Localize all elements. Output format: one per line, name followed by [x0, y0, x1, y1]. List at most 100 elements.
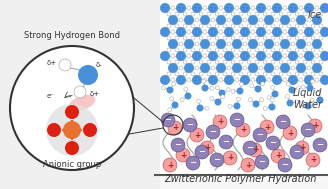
Text: −: − — [294, 147, 300, 156]
Text: +: + — [227, 153, 233, 163]
Circle shape — [235, 6, 239, 10]
Circle shape — [279, 72, 283, 76]
Circle shape — [263, 106, 267, 110]
Circle shape — [183, 12, 187, 16]
Circle shape — [176, 3, 186, 13]
Circle shape — [199, 48, 203, 52]
Circle shape — [267, 30, 271, 34]
Circle shape — [296, 15, 306, 25]
Circle shape — [219, 135, 233, 149]
Circle shape — [223, 48, 227, 52]
Circle shape — [271, 85, 275, 89]
Circle shape — [278, 158, 292, 172]
Circle shape — [299, 54, 303, 58]
Circle shape — [299, 102, 303, 106]
Circle shape — [255, 72, 259, 76]
Circle shape — [303, 48, 307, 52]
Circle shape — [215, 36, 219, 40]
Ellipse shape — [69, 95, 95, 111]
Circle shape — [171, 138, 185, 152]
Circle shape — [235, 78, 239, 82]
Circle shape — [175, 36, 179, 40]
Circle shape — [255, 12, 259, 16]
Circle shape — [83, 123, 97, 137]
Circle shape — [175, 12, 179, 16]
Circle shape — [319, 24, 323, 28]
Circle shape — [311, 60, 315, 64]
Circle shape — [65, 105, 79, 119]
Circle shape — [236, 88, 243, 94]
Circle shape — [279, 60, 283, 64]
Circle shape — [231, 89, 235, 93]
Text: −: − — [214, 156, 220, 164]
Text: −: − — [270, 139, 277, 147]
Circle shape — [272, 91, 278, 98]
Circle shape — [223, 12, 227, 16]
Circle shape — [171, 78, 175, 82]
Circle shape — [271, 12, 275, 16]
Circle shape — [240, 3, 250, 13]
Circle shape — [203, 78, 207, 82]
Circle shape — [256, 51, 266, 61]
Circle shape — [192, 75, 202, 85]
Circle shape — [304, 27, 314, 37]
Circle shape — [307, 66, 311, 70]
Circle shape — [275, 42, 279, 46]
Circle shape — [295, 48, 299, 52]
Circle shape — [307, 18, 311, 22]
Circle shape — [213, 115, 227, 129]
Circle shape — [304, 102, 312, 109]
Circle shape — [303, 24, 307, 28]
Circle shape — [295, 141, 309, 155]
Text: +: + — [287, 129, 293, 138]
Circle shape — [240, 27, 250, 37]
Circle shape — [175, 24, 179, 28]
Text: +: + — [217, 118, 223, 126]
Circle shape — [207, 36, 211, 40]
Circle shape — [219, 54, 223, 58]
Circle shape — [171, 54, 175, 58]
Circle shape — [184, 39, 194, 49]
Circle shape — [287, 48, 291, 52]
Circle shape — [175, 48, 179, 52]
Circle shape — [320, 75, 328, 85]
Circle shape — [247, 24, 251, 28]
Text: −: − — [317, 140, 323, 149]
Text: −: − — [281, 160, 289, 170]
Circle shape — [207, 60, 211, 64]
Circle shape — [236, 97, 240, 101]
Circle shape — [167, 24, 171, 28]
Circle shape — [184, 87, 188, 91]
Circle shape — [227, 42, 231, 46]
Circle shape — [199, 12, 203, 16]
Circle shape — [301, 123, 315, 137]
Text: −: − — [190, 159, 196, 167]
Circle shape — [279, 24, 283, 28]
Text: Ice: Ice — [308, 10, 322, 20]
Text: Strong Hydrogen Bond: Strong Hydrogen Bond — [24, 31, 120, 40]
Circle shape — [215, 12, 219, 16]
Circle shape — [183, 118, 197, 132]
Circle shape — [215, 48, 219, 52]
Circle shape — [312, 39, 322, 49]
Circle shape — [289, 87, 296, 94]
Circle shape — [311, 24, 315, 28]
Circle shape — [243, 18, 247, 22]
Circle shape — [171, 30, 175, 34]
Circle shape — [223, 24, 227, 28]
Circle shape — [167, 48, 171, 52]
Text: −: − — [258, 157, 265, 167]
Circle shape — [215, 24, 219, 28]
Circle shape — [191, 48, 195, 52]
Circle shape — [241, 158, 255, 172]
Circle shape — [306, 153, 320, 167]
Circle shape — [263, 24, 267, 28]
Circle shape — [215, 86, 219, 90]
Circle shape — [168, 63, 178, 73]
Circle shape — [304, 51, 314, 61]
Circle shape — [176, 75, 186, 85]
Text: −: − — [165, 115, 172, 125]
Circle shape — [223, 72, 227, 76]
Circle shape — [231, 72, 235, 76]
Circle shape — [253, 101, 259, 108]
